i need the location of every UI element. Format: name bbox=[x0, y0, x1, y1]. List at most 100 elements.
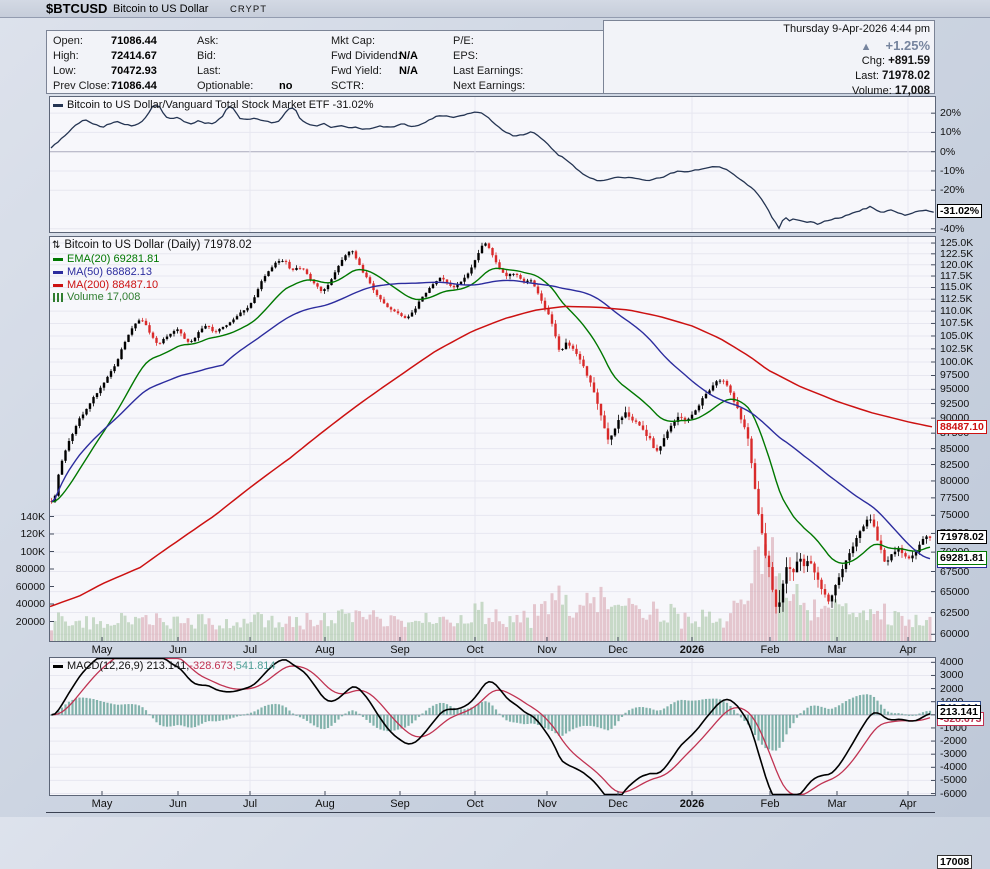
month-axis-label: Aug bbox=[315, 644, 335, 656]
volume-axis-tick-label: 60000 bbox=[15, 580, 45, 593]
month-axis-label: Sep bbox=[390, 644, 410, 656]
axis-tick-label: 100.0K bbox=[940, 355, 974, 368]
quote-summary-panel: Thursday 9-Apr-2026 4:44 pm ▲ +1.25% Chg:… bbox=[603, 20, 935, 97]
chart-header-bar: $BTCUSD Bitcoin to US Dollar CRYPT bbox=[0, 0, 990, 18]
updown-arrows-icon: ⇅ bbox=[52, 239, 61, 251]
month-axis-label: Dec bbox=[608, 798, 628, 810]
quote-label: Prev Close: bbox=[53, 80, 110, 92]
quote-label: Last Earnings: bbox=[453, 65, 524, 77]
quote-label: Open: bbox=[53, 35, 83, 47]
volume-legend: Volume 17,008 bbox=[53, 291, 140, 303]
axis-tick-label: 102.5K bbox=[940, 342, 974, 355]
volume-label: Volume: bbox=[852, 85, 892, 97]
quote-label: Mkt Cap: bbox=[331, 35, 376, 47]
axis-tick-label: 10% bbox=[940, 126, 962, 139]
macd-legend-part: 541.814 bbox=[235, 660, 276, 672]
symbol: $BTCUSD bbox=[46, 1, 108, 16]
price-title-legend: ⇅ Bitcoin to US Dollar (Daily) 71978.02 bbox=[52, 239, 252, 251]
axis-tick-label: -6000 bbox=[940, 787, 967, 800]
value-badge: 88487.10 bbox=[937, 420, 987, 435]
month-axis-label: Jul bbox=[242, 644, 258, 656]
ratio-panel-canvas bbox=[49, 96, 936, 233]
quote-value: 72414.67 bbox=[111, 50, 157, 62]
quote-value: N/A bbox=[399, 65, 418, 77]
ma200-legend: MA(200) 88487.10 bbox=[53, 279, 158, 291]
quote-label: High: bbox=[53, 50, 79, 62]
up-arrow-icon: ▲ bbox=[860, 41, 872, 53]
volume-bars-icon bbox=[53, 292, 63, 302]
last-value: 71978.02 bbox=[882, 70, 930, 82]
volume-axis-tick-label: 80000 bbox=[15, 563, 45, 575]
month-axis-label: Feb bbox=[760, 644, 780, 656]
axis-tick-label: 67500 bbox=[940, 565, 970, 578]
macd-legend-part: MACD(12,26,9) 213.141, bbox=[67, 660, 190, 672]
month-axis-label: Jul bbox=[242, 798, 258, 810]
month-axis-label: Apr bbox=[899, 644, 917, 656]
value-badge: -31.02% bbox=[937, 204, 983, 219]
symbol-name: Bitcoin to US Dollar bbox=[113, 3, 209, 15]
quote-datetime: Thursday 9-Apr-2026 4:44 pm bbox=[783, 23, 930, 35]
quote-label: Fwd Yield: bbox=[331, 65, 382, 77]
month-axis-label: Mar bbox=[827, 644, 847, 656]
month-axis-label: Jun bbox=[169, 644, 187, 656]
quote-label: Fwd Dividend: bbox=[331, 50, 401, 62]
line-swatch-icon bbox=[53, 257, 63, 261]
axis-tick-label: 125.0K bbox=[940, 237, 974, 250]
axis-tick-label: 110.0K bbox=[940, 305, 973, 318]
month-axis-label: Nov bbox=[537, 644, 557, 656]
axis-tick-label: 82500 bbox=[940, 458, 970, 471]
quote-label: Bid: bbox=[197, 50, 216, 62]
axis-tick-label: -1000 bbox=[940, 721, 967, 734]
quote-details-panel: Open: 71086.44 High: 72414.67 Low: 70472.93 Pr… bbox=[46, 30, 604, 94]
ratio-legend-label: Bitcoin to US Dollar/Vanguard Total Stoc… bbox=[67, 99, 374, 111]
macd-legend-part: -328.673, bbox=[189, 660, 236, 672]
axis-tick-label: -20% bbox=[940, 184, 965, 197]
line-swatch-icon bbox=[53, 103, 63, 107]
axis-tick-label: 117.5K bbox=[940, 270, 973, 283]
macd-legend: MACD(12,26,9) 213.141,-328.673,541.814 bbox=[53, 660, 276, 672]
price-title-label: Bitcoin to US Dollar (Daily) 71978.02 bbox=[64, 239, 252, 251]
quote-value: N/A bbox=[399, 50, 418, 62]
last-label: Last: bbox=[855, 70, 879, 82]
volume-axis-tick-label: 40000 bbox=[15, 598, 45, 610]
change-value: +891.59 bbox=[888, 55, 930, 67]
axis-tick-label: 85000 bbox=[940, 442, 970, 455]
axis-tick-label: 65000 bbox=[940, 585, 970, 598]
value-badge: 213.141 bbox=[937, 705, 981, 720]
macd-panel-canvas bbox=[49, 657, 936, 796]
axis-tick-label: 80000 bbox=[940, 474, 970, 487]
axis-tick-label: -3000 bbox=[940, 748, 967, 761]
quote-value: 70472.93 bbox=[111, 65, 157, 77]
month-axis-label: Mar bbox=[827, 798, 847, 810]
month-axis-label: Dec bbox=[608, 644, 628, 656]
quote-value: 71086.44 bbox=[111, 35, 157, 47]
volume-axis-tick-label: 140K bbox=[20, 510, 45, 523]
quote-value: 71086.44 bbox=[111, 80, 157, 92]
month-axis-label: Oct bbox=[466, 798, 484, 810]
line-swatch-icon bbox=[53, 664, 63, 668]
chart-bottom-border bbox=[46, 812, 935, 813]
last-line: Last: 71978.02 bbox=[855, 70, 930, 82]
quote-label: SCTR: bbox=[331, 80, 364, 92]
axis-tick-label: 122.5K bbox=[940, 247, 974, 260]
volume-axis-tick-label: 100K bbox=[20, 545, 45, 558]
quote-value: no bbox=[279, 80, 293, 92]
axis-tick-label: -4000 bbox=[940, 761, 967, 774]
axis-tick-label: 97500 bbox=[940, 369, 970, 382]
axis-tick-label: 90000 bbox=[940, 412, 970, 425]
month-axis-label: May bbox=[91, 644, 113, 656]
axis-tick-label: 115.0K bbox=[940, 281, 973, 294]
ma50-legend-label: MA(50) 68882.13 bbox=[67, 266, 152, 278]
percent-change-value: +1.25% bbox=[885, 38, 930, 53]
quote-label: P/E: bbox=[453, 35, 474, 47]
axis-tick-label: 120.0K bbox=[940, 258, 974, 271]
axis-tick-label: 20% bbox=[940, 107, 962, 120]
ma50-legend: MA(50) 68882.13 bbox=[53, 266, 152, 278]
axis-tick-label: 62500 bbox=[940, 606, 970, 619]
axis-tick-label: -2000 bbox=[940, 735, 967, 748]
month-axis-label: Aug bbox=[315, 798, 335, 810]
axis-tick-label: -40% bbox=[940, 222, 965, 235]
quote-label: EPS: bbox=[453, 50, 479, 62]
value-badge: 17008 bbox=[937, 855, 973, 869]
axis-tick-label: 77500 bbox=[940, 491, 970, 504]
